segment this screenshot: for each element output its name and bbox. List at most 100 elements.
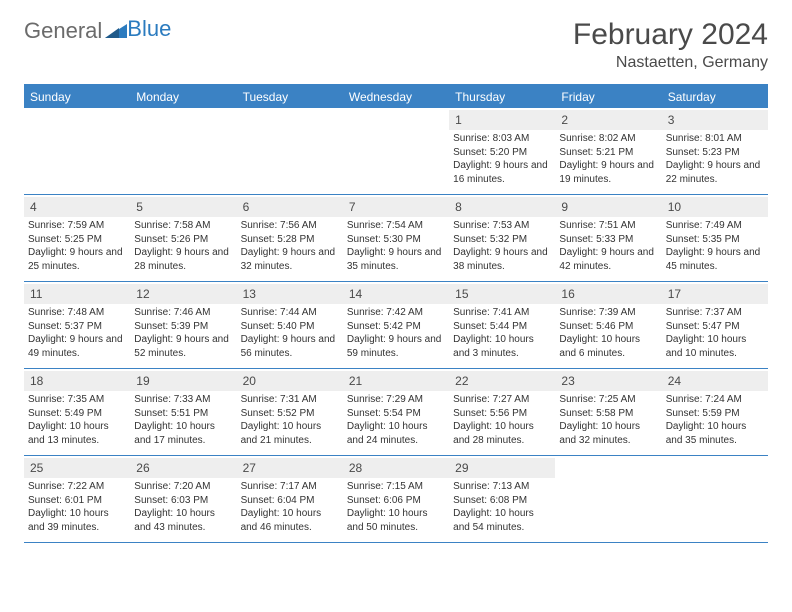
day-number: 23	[555, 371, 661, 391]
daylight-line: Daylight: 10 hours and 46 minutes.	[241, 507, 339, 534]
logo-text-1: General	[24, 18, 102, 44]
sunset-line: Sunset: 5:51 PM	[134, 407, 232, 421]
calendar-cell	[130, 108, 236, 194]
day-number: 18	[24, 371, 130, 391]
daylight-line: Daylight: 10 hours and 54 minutes.	[453, 507, 551, 534]
daylight-line: Daylight: 10 hours and 39 minutes.	[28, 507, 126, 534]
sunset-line: Sunset: 5:21 PM	[559, 146, 657, 160]
calendar-cell: 6Sunrise: 7:56 AMSunset: 5:28 PMDaylight…	[237, 195, 343, 281]
daylight-line: Daylight: 10 hours and 10 minutes.	[666, 333, 764, 360]
sunrise-line: Sunrise: 7:33 AM	[134, 393, 232, 407]
calendar-cell	[343, 108, 449, 194]
day-header: Friday	[555, 86, 661, 108]
day-header: Saturday	[662, 86, 768, 108]
sunrise-line: Sunrise: 7:29 AM	[347, 393, 445, 407]
day-number: 26	[130, 458, 236, 478]
sunset-line: Sunset: 5:47 PM	[666, 320, 764, 334]
sunset-line: Sunset: 6:08 PM	[453, 494, 551, 508]
daylight-line: Daylight: 10 hours and 35 minutes.	[666, 420, 764, 447]
sunrise-line: Sunrise: 7:25 AM	[559, 393, 657, 407]
day-number: 17	[662, 284, 768, 304]
calendar-cell: 5Sunrise: 7:58 AMSunset: 5:26 PMDaylight…	[130, 195, 236, 281]
day-number: 4	[24, 197, 130, 217]
day-number: 13	[237, 284, 343, 304]
sunrise-line: Sunrise: 7:35 AM	[28, 393, 126, 407]
daylight-line: Daylight: 9 hours and 25 minutes.	[28, 246, 126, 273]
calendar-cell: 9Sunrise: 7:51 AMSunset: 5:33 PMDaylight…	[555, 195, 661, 281]
sunset-line: Sunset: 6:04 PM	[241, 494, 339, 508]
daylight-line: Daylight: 10 hours and 3 minutes.	[453, 333, 551, 360]
sunset-line: Sunset: 5:59 PM	[666, 407, 764, 421]
daylight-line: Daylight: 9 hours and 38 minutes.	[453, 246, 551, 273]
sunrise-line: Sunrise: 7:15 AM	[347, 480, 445, 494]
daylight-line: Daylight: 9 hours and 56 minutes.	[241, 333, 339, 360]
logo-triangle-icon	[105, 18, 127, 44]
day-number: 22	[449, 371, 555, 391]
calendar-cell: 26Sunrise: 7:20 AMSunset: 6:03 PMDayligh…	[130, 456, 236, 542]
sunset-line: Sunset: 5:54 PM	[347, 407, 445, 421]
calendar-cell: 28Sunrise: 7:15 AMSunset: 6:06 PMDayligh…	[343, 456, 449, 542]
sunset-line: Sunset: 5:28 PM	[241, 233, 339, 247]
daylight-line: Daylight: 9 hours and 22 minutes.	[666, 159, 764, 186]
daylight-line: Daylight: 10 hours and 50 minutes.	[347, 507, 445, 534]
sunrise-line: Sunrise: 7:59 AM	[28, 219, 126, 233]
calendar-cell	[555, 456, 661, 542]
calendar-cell: 20 Sunrise: 7:31 AMSunset: 5:52 PMDayligh…	[237, 369, 343, 455]
sunset-line: Sunset: 5:56 PM	[453, 407, 551, 421]
calendar-cell: 14Sunrise: 7:42 AMSunset: 5:42 PMDayligh…	[343, 282, 449, 368]
sunset-line: Sunset: 5:58 PM	[559, 407, 657, 421]
calendar-cell: 16Sunrise: 7:39 AMSunset: 5:46 PMDayligh…	[555, 282, 661, 368]
day-number: 29	[449, 458, 555, 478]
daylight-line: Daylight: 9 hours and 59 minutes.	[347, 333, 445, 360]
calendar-week: 18Sunrise: 7:35 AMSunset: 5:49 PMDayligh…	[24, 369, 768, 456]
header: General Blue February 2024 Nastaetten, G…	[24, 18, 768, 72]
daylight-line: Daylight: 10 hours and 43 minutes.	[134, 507, 232, 534]
sunset-line: Sunset: 5:32 PM	[453, 233, 551, 247]
day-header: Thursday	[449, 86, 555, 108]
sunrise-line: Sunrise: 7:20 AM	[134, 480, 232, 494]
sunset-line: Sunset: 5:42 PM	[347, 320, 445, 334]
daylight-line: Daylight: 10 hours and 28 minutes.	[453, 420, 551, 447]
sunset-line: Sunset: 6:06 PM	[347, 494, 445, 508]
logo-text-2: Blue	[127, 16, 171, 42]
sunset-line: Sunset: 5:35 PM	[666, 233, 764, 247]
sunset-line: Sunset: 5:44 PM	[453, 320, 551, 334]
calendar-cell: 3Sunrise: 8:01 AMSunset: 5:23 PMDaylight…	[662, 108, 768, 194]
sunrise-line: Sunrise: 7:41 AM	[453, 306, 551, 320]
calendar-week: 25Sunrise: 7:22 AMSunset: 6:01 PMDayligh…	[24, 456, 768, 543]
sunrise-line: Sunrise: 7:46 AM	[134, 306, 232, 320]
sunrise-line: Sunrise: 7:27 AM	[453, 393, 551, 407]
day-header-row: Sunday Monday Tuesday Wednesday Thursday…	[24, 86, 768, 108]
day-number: 7	[343, 197, 449, 217]
location: Nastaetten, Germany	[573, 54, 768, 72]
day-number: 15	[449, 284, 555, 304]
sunrise-line: Sunrise: 7:48 AM	[28, 306, 126, 320]
calendar-cell: 19Sunrise: 7:33 AMSunset: 5:51 PMDayligh…	[130, 369, 236, 455]
daylight-line: Daylight: 9 hours and 42 minutes.	[559, 246, 657, 273]
day-header: Tuesday	[237, 86, 343, 108]
calendar-cell: 1Sunrise: 8:03 AMSunset: 5:20 PMDaylight…	[449, 108, 555, 194]
calendar-cell: 24Sunrise: 7:24 AMSunset: 5:59 PMDayligh…	[662, 369, 768, 455]
sunrise-line: Sunrise: 7:51 AM	[559, 219, 657, 233]
calendar: Sunday Monday Tuesday Wednesday Thursday…	[24, 84, 768, 543]
daylight-line: Daylight: 9 hours and 49 minutes.	[28, 333, 126, 360]
calendar-week: 11Sunrise: 7:48 AMSunset: 5:37 PMDayligh…	[24, 282, 768, 369]
sunrise-line: Sunrise: 7:31 AM	[241, 393, 339, 407]
calendar-cell	[237, 108, 343, 194]
sunrise-line: Sunrise: 7:39 AM	[559, 306, 657, 320]
sunset-line: Sunset: 5:30 PM	[347, 233, 445, 247]
sunset-line: Sunset: 5:52 PM	[241, 407, 339, 421]
sunrise-line: Sunrise: 7:42 AM	[347, 306, 445, 320]
daylight-line: Daylight: 10 hours and 21 minutes.	[241, 420, 339, 447]
daylight-line: Daylight: 9 hours and 28 minutes.	[134, 246, 232, 273]
sunset-line: Sunset: 5:23 PM	[666, 146, 764, 160]
daylight-line: Daylight: 10 hours and 13 minutes.	[28, 420, 126, 447]
daylight-line: Daylight: 10 hours and 32 minutes.	[559, 420, 657, 447]
calendar-cell: 4Sunrise: 7:59 AMSunset: 5:25 PMDaylight…	[24, 195, 130, 281]
day-number: 10	[662, 197, 768, 217]
day-number: 20	[237, 371, 343, 391]
sunrise-line: Sunrise: 7:24 AM	[666, 393, 764, 407]
sunrise-line: Sunrise: 7:54 AM	[347, 219, 445, 233]
daylight-line: Daylight: 9 hours and 35 minutes.	[347, 246, 445, 273]
day-header: Monday	[130, 86, 236, 108]
